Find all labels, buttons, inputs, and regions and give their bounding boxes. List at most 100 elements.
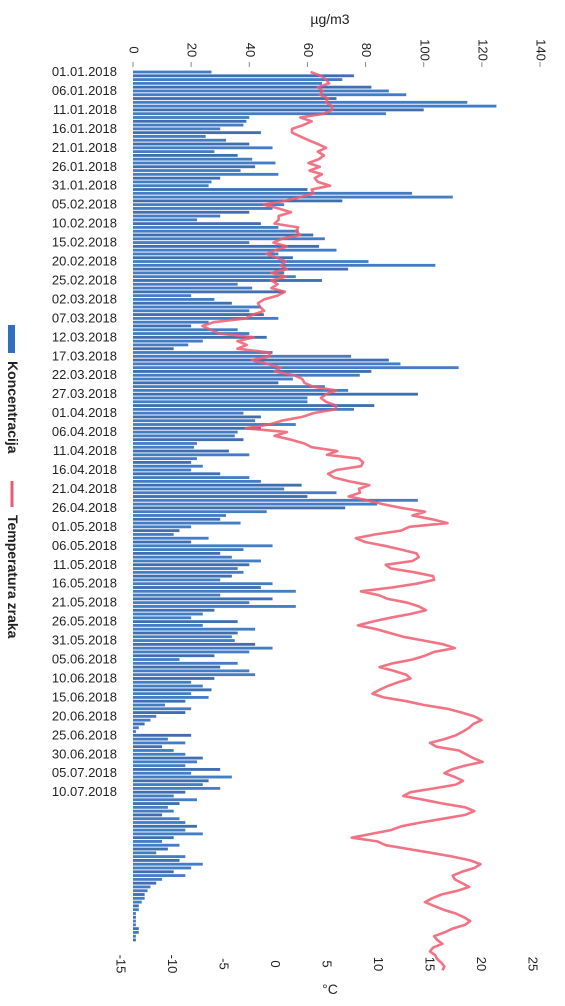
concentration-bar bbox=[133, 407, 354, 411]
concentration-bar bbox=[133, 764, 186, 768]
concentration-bar bbox=[133, 809, 174, 813]
concentration-bar bbox=[133, 722, 145, 726]
legend-label-temperature: Temperatura zraka bbox=[5, 515, 21, 639]
concentration-bar bbox=[133, 677, 215, 680]
concentration-bar bbox=[133, 351, 273, 354]
concentration-bar bbox=[133, 741, 186, 745]
concentration-bar bbox=[133, 658, 180, 661]
concentration-bar bbox=[133, 771, 192, 775]
concentration-bar bbox=[133, 642, 256, 646]
concentration-bar bbox=[133, 271, 285, 275]
concentration-bar bbox=[133, 195, 453, 199]
concentration-bar bbox=[133, 718, 151, 722]
concentration-bar bbox=[133, 248, 337, 252]
concentration-bar bbox=[133, 502, 378, 506]
concentration-bar bbox=[133, 335, 267, 339]
primary-tick-label: 100 bbox=[417, 39, 432, 61]
concentration-bar bbox=[133, 339, 203, 343]
concentration-bar bbox=[133, 798, 197, 802]
concentration-bar bbox=[133, 214, 221, 218]
secondary-tick-label: 20 bbox=[474, 957, 489, 971]
date-tick-label: 25.02.2018 bbox=[52, 272, 117, 287]
concentration-bar bbox=[133, 612, 203, 616]
date-tick-label: 26.04.2018 bbox=[52, 500, 117, 515]
concentration-bar bbox=[133, 582, 273, 586]
concentration-bar bbox=[133, 411, 244, 415]
concentration-bar bbox=[133, 127, 221, 131]
concentration-bar bbox=[133, 817, 180, 821]
concentration-bar bbox=[133, 172, 279, 176]
concentration-bar bbox=[133, 900, 142, 904]
date-tick-label: 06.04.2018 bbox=[52, 424, 117, 439]
concentration-bar bbox=[133, 366, 459, 370]
date-tick-label: 10.02.2018 bbox=[52, 216, 117, 231]
concentration-bar bbox=[133, 460, 192, 464]
concentration-bar bbox=[133, 726, 139, 730]
concentration-bar bbox=[133, 794, 174, 798]
concentration-bar bbox=[133, 70, 212, 74]
concentration-bar bbox=[133, 805, 168, 809]
concentration-bar bbox=[133, 354, 352, 358]
concentration-bar bbox=[133, 85, 372, 89]
concentration-bar bbox=[133, 555, 232, 559]
date-tick-label: 02.03.2018 bbox=[52, 291, 117, 306]
concentration-bar bbox=[133, 191, 413, 195]
concentration-bar bbox=[133, 495, 308, 498]
concentration-bar bbox=[133, 669, 250, 673]
concentration-bar bbox=[133, 400, 308, 404]
concentration-bar bbox=[133, 260, 369, 263]
concentration-bar bbox=[133, 730, 136, 733]
concentration-bar bbox=[133, 540, 192, 544]
concentration-bar bbox=[133, 286, 253, 290]
concentration-bar bbox=[133, 912, 136, 915]
concentration-bar bbox=[133, 479, 261, 483]
concentration-bar bbox=[133, 597, 273, 601]
legend-swatch-concentration bbox=[8, 325, 15, 353]
concentration-bar bbox=[133, 775, 232, 779]
date-tick-label: 20.06.2018 bbox=[52, 708, 117, 723]
concentration-bar bbox=[133, 210, 250, 214]
concentration-bar bbox=[133, 316, 279, 320]
date-tick-label: 16.05.2018 bbox=[52, 576, 117, 591]
temperature-line-layer bbox=[201, 70, 484, 971]
secondary-tick-label: 5 bbox=[320, 960, 335, 967]
date-tick-label: 06.01.2018 bbox=[52, 83, 117, 98]
concentration-bar bbox=[133, 324, 192, 328]
secondary-tick-label: 15 bbox=[423, 957, 438, 971]
concentration-bar bbox=[133, 620, 238, 624]
concentration-bar bbox=[133, 529, 180, 533]
concentration-bar bbox=[133, 294, 192, 298]
concentration-bar bbox=[133, 430, 238, 434]
concentration-bar bbox=[133, 517, 221, 521]
concentration-bar bbox=[133, 673, 256, 677]
concentration-bar bbox=[133, 578, 221, 582]
concentration-bar bbox=[133, 563, 250, 567]
secondary-axis-title: °C bbox=[322, 981, 338, 997]
concentration-bar bbox=[133, 377, 293, 381]
concentration-bar bbox=[133, 862, 203, 866]
concentration-bar bbox=[133, 93, 407, 97]
date-tick-label: 21.05.2018 bbox=[52, 595, 117, 610]
concentration-bar bbox=[133, 783, 203, 787]
concentration-bar bbox=[133, 157, 253, 161]
concentration-bar bbox=[133, 184, 209, 188]
date-tick-label: 05.06.2018 bbox=[52, 652, 117, 667]
concentration-bar bbox=[133, 199, 343, 203]
concentration-bar bbox=[133, 298, 215, 301]
date-tick-label: 20.02.2018 bbox=[52, 254, 117, 269]
legend-label-concentration: Koncentracija bbox=[5, 361, 21, 454]
secondary-tick-label: -15 bbox=[114, 955, 129, 974]
date-tick-label: 07.03.2018 bbox=[52, 310, 117, 325]
concentration-bar bbox=[133, 176, 221, 180]
concentration-bar bbox=[133, 824, 197, 828]
date-tick-label: 01.01.2018 bbox=[52, 64, 117, 79]
concentration-bar bbox=[133, 97, 337, 100]
concentration-bar bbox=[133, 252, 279, 256]
secondary-tick-label: 25 bbox=[526, 957, 541, 971]
concentration-bar bbox=[133, 225, 279, 229]
date-tick-label: 16.04.2018 bbox=[52, 462, 117, 477]
concentration-bar bbox=[133, 169, 241, 172]
concentration-bar bbox=[133, 142, 250, 146]
secondary-tick-label: 0 bbox=[268, 960, 283, 967]
